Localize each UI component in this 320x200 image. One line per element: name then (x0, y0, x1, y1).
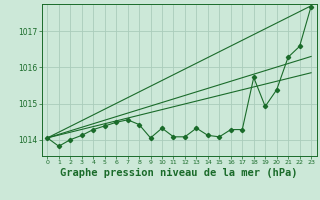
X-axis label: Graphe pression niveau de la mer (hPa): Graphe pression niveau de la mer (hPa) (60, 168, 298, 178)
